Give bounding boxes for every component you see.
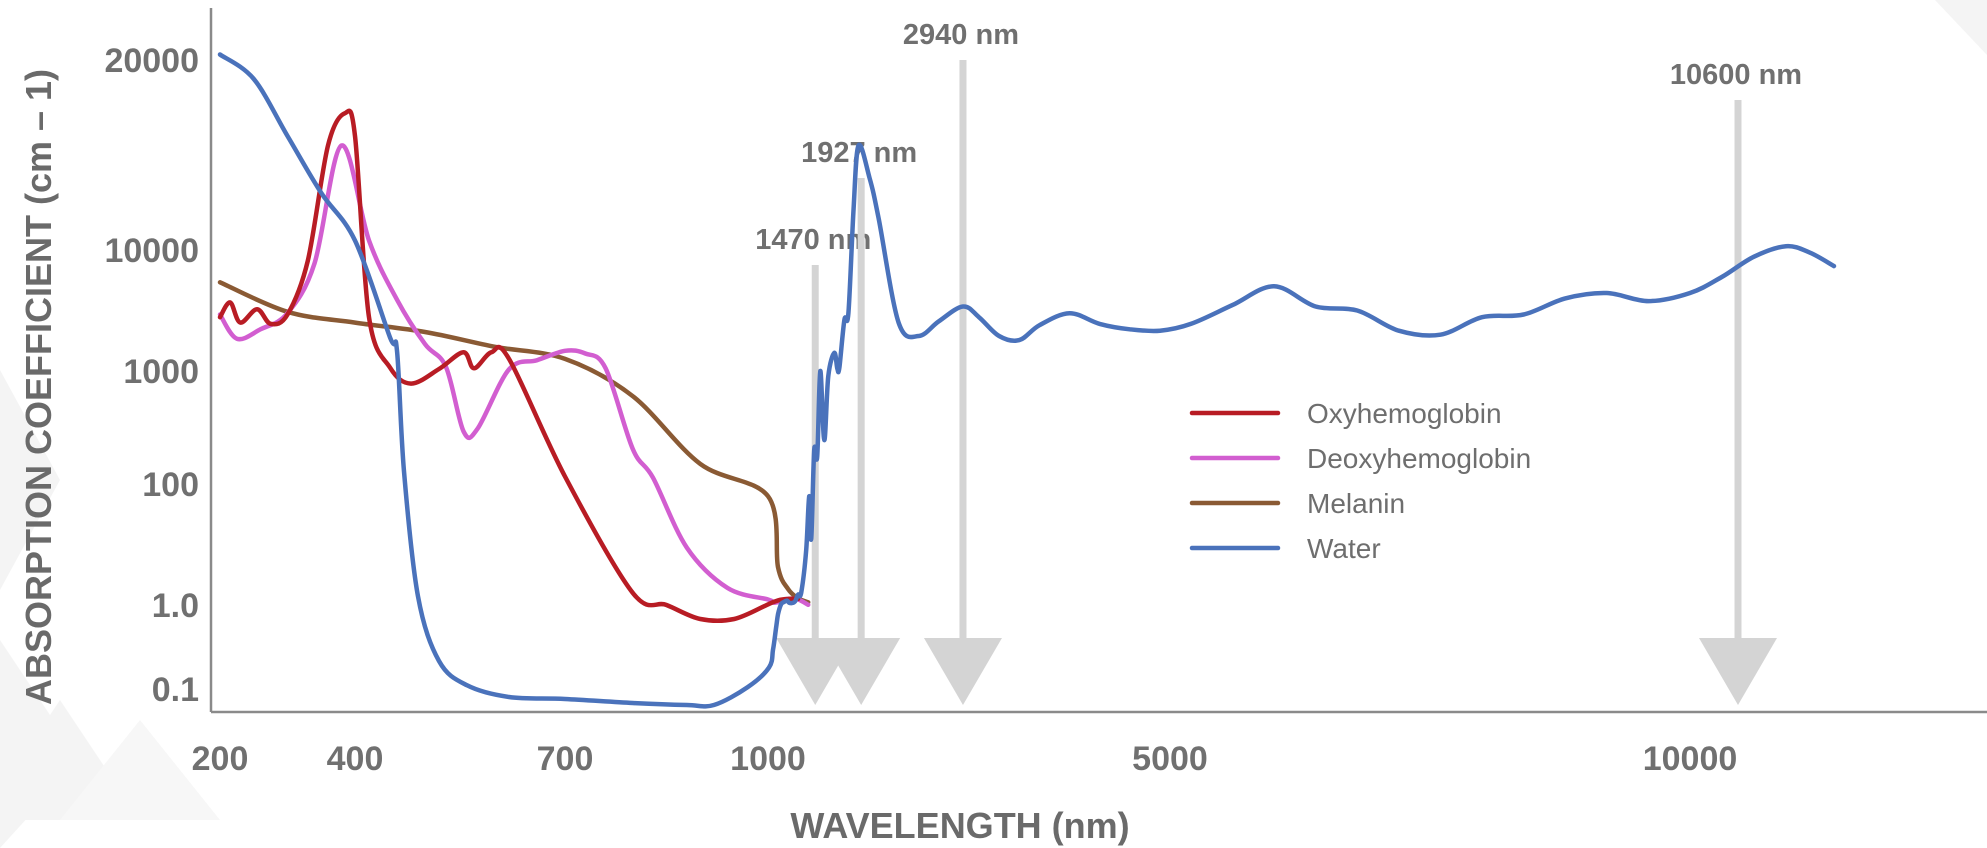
legend-item-deoxyhemoglobin: Deoxyhemoglobin [1189, 443, 1531, 474]
y-tick-label-10000: 10000 [104, 232, 199, 270]
x-tick-label-1000: 1000 [730, 740, 806, 778]
series-line-deoxyhemoglobin [217, 143, 811, 608]
x-axis-title: WAVELENGTH (nm) [790, 805, 1129, 846]
marker-10600-nm: 10600 nm [1670, 59, 1802, 705]
x-tick-label-5000: 5000 [1132, 740, 1208, 778]
marker-label: 10600 nm [1670, 59, 1802, 91]
marker-label: 2940 nm [903, 19, 1019, 51]
legend-item-melanin: Melanin [1189, 488, 1405, 519]
y-tick-label-1000: 1000 [123, 353, 199, 391]
y-tick-labels: 0.1 1.0 100 1000 10000 20000 [104, 42, 199, 709]
marker-arrowhead [822, 638, 901, 705]
legend-item-water: Water [1189, 533, 1381, 564]
x-tick-label-400: 400 [327, 740, 384, 778]
legend-label: Water [1307, 533, 1381, 564]
x-tick-label-700: 700 [537, 740, 594, 778]
legend-label: Melanin [1307, 488, 1405, 519]
y-tick-label-20000: 20000 [104, 42, 199, 80]
legend-label: Oxyhemoglobin [1307, 398, 1502, 429]
marker-arrowhead [923, 638, 1002, 705]
y-tick-label-100: 100 [142, 466, 199, 504]
x-tick-labels: 200 400 700 1000 5000 10000 [192, 740, 1738, 778]
marker-2940-nm: 2940 nm [903, 19, 1019, 705]
x-tick-label-10000: 10000 [1643, 740, 1738, 778]
legend: Oxyhemoglobin Deoxyhemoglobin Melanin Water [1189, 398, 1531, 564]
y-axis-title: ABSORPTION COEFFICIENT (cm – 1) [18, 69, 59, 705]
series-layer [217, 52, 1837, 709]
marker-arrowhead [1699, 638, 1777, 705]
x-tick-label-200: 200 [192, 740, 249, 778]
series-line-oxyhemoglobin [217, 108, 801, 624]
series-line-water [217, 52, 1837, 709]
legend-label: Deoxyhemoglobin [1307, 443, 1531, 474]
y-tick-label-1-0: 1.0 [152, 587, 199, 625]
series-line-melanin [217, 280, 811, 605]
y-tick-label-0-1: 0.1 [152, 671, 199, 709]
legend-item-oxyhemoglobin: Oxyhemoglobin [1189, 398, 1502, 429]
